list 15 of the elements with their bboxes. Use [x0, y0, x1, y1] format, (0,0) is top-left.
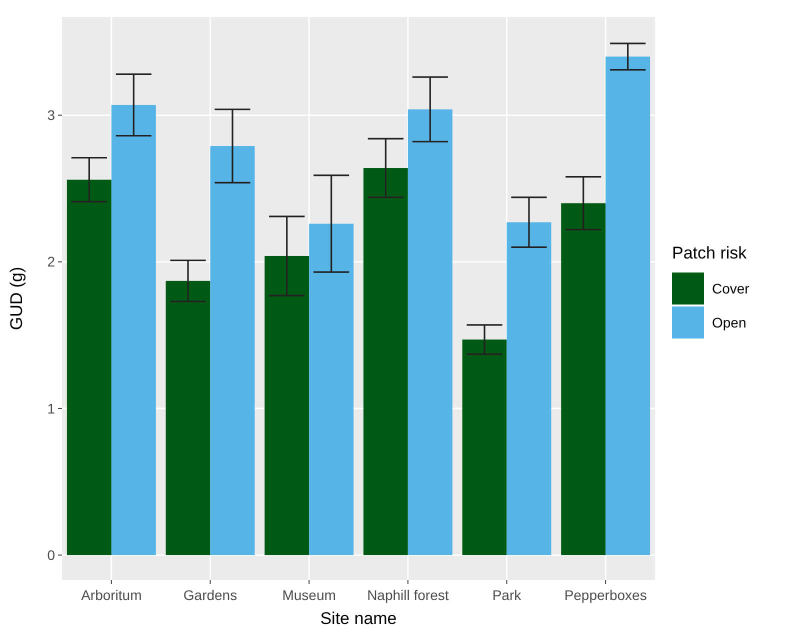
y-tick-label: 1	[47, 400, 56, 416]
y-axis-title: GUD (g)	[7, 266, 26, 330]
y-tick-label: 0	[47, 546, 56, 563]
legend-title: Patch risk	[672, 244, 748, 262]
x-tick-label: Arboritum	[81, 587, 142, 603]
x-tick-label: Gardens	[183, 587, 238, 603]
x-tick-label: Museum	[282, 587, 336, 603]
y-tick-label: 2	[47, 254, 56, 270]
legend-label: Cover	[712, 280, 750, 296]
x-tick-label: Naphill forest	[367, 587, 449, 603]
x-axis-title: Site name	[320, 609, 397, 628]
legend-label: Open	[712, 314, 746, 330]
x-tick-label: Park	[492, 587, 522, 603]
x-tick-label: Pepperboxes	[564, 587, 647, 603]
y-tick-label: 3	[47, 107, 56, 124]
